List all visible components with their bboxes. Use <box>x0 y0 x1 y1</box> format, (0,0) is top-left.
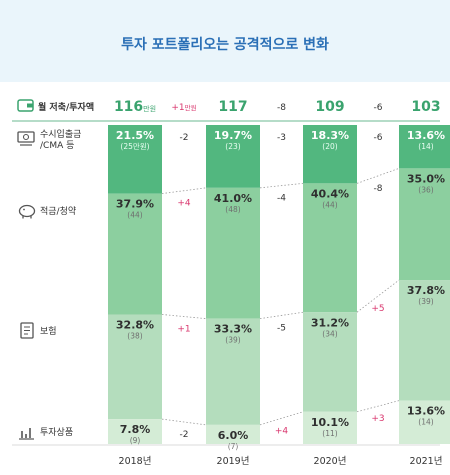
change-label: +1 <box>177 325 190 335</box>
percent-label: 32.8% <box>116 318 154 331</box>
bar-segment <box>206 424 260 444</box>
total-change-label: +1만원 <box>171 103 196 113</box>
x-tick-label: 2018년 <box>119 456 152 467</box>
connector-line <box>259 182 304 189</box>
change-label: -5 <box>277 323 286 333</box>
change-label: -4 <box>277 194 286 204</box>
bar-segment <box>303 183 357 313</box>
bar-segment <box>303 125 357 184</box>
insurance-document-icon <box>20 322 34 339</box>
bar-segment <box>108 419 162 444</box>
bar-segment <box>399 125 450 169</box>
percent-label: 41.0% <box>214 192 252 205</box>
change-label: +4 <box>177 199 191 209</box>
change-label: +3 <box>371 414 384 424</box>
percent-label: 13.6% <box>407 405 445 418</box>
amount-label: (23) <box>225 142 240 151</box>
amount-label: (14) <box>418 418 433 427</box>
amount-label: (20) <box>322 142 337 151</box>
total-change-label: -8 <box>277 103 286 113</box>
connector-line <box>259 411 304 426</box>
series-label: 적금/청약 <box>40 205 76 217</box>
total-value: 116만원 <box>114 99 156 115</box>
bar-segment <box>399 280 450 401</box>
percent-label: 19.7% <box>214 129 252 142</box>
total-value: 117 <box>218 99 247 115</box>
series-label: 보험 <box>40 326 57 337</box>
percent-label: 31.2% <box>311 316 349 329</box>
percent-label: 21.5% <box>116 129 154 142</box>
amount-label: (25만원) <box>120 142 149 151</box>
total-value: 109 <box>315 99 344 115</box>
bar-segment <box>399 168 450 281</box>
bar-segment <box>108 314 162 420</box>
change-label: -3 <box>277 133 286 143</box>
change-label: -6 <box>374 133 383 143</box>
percent-label: 7.8% <box>120 423 151 436</box>
wallet-icon <box>17 99 34 112</box>
bar-segment <box>108 193 162 315</box>
amount-label: (34) <box>322 329 337 338</box>
bar-segment <box>303 312 357 412</box>
title-band <box>0 0 450 82</box>
connector-line <box>259 311 304 320</box>
series-label: /CMA 등 <box>40 140 74 151</box>
bar-segment <box>206 187 260 319</box>
series-label: 수시입출금 <box>40 128 81 140</box>
amount-label: (11) <box>322 429 337 438</box>
change-label: -2 <box>180 133 189 143</box>
amount-label: (39) <box>418 297 433 306</box>
bar-segment <box>108 125 162 194</box>
bar-segment <box>303 411 357 444</box>
percent-label: 37.8% <box>407 284 445 297</box>
piggy-bank-icon <box>18 204 36 219</box>
percent-label: 10.1% <box>311 416 349 429</box>
amount-label: (38) <box>127 331 142 340</box>
amount-label: (44) <box>322 200 337 209</box>
change-label: +4 <box>275 426 289 436</box>
stock-chart-icon <box>19 428 34 440</box>
percent-label: 13.6% <box>407 129 445 142</box>
percent-label: 33.3% <box>214 323 252 336</box>
percent-label: 18.3% <box>311 129 349 142</box>
cash-icon <box>17 131 35 146</box>
amount-label: (39) <box>225 336 240 345</box>
percent-label: 40.4% <box>311 187 349 200</box>
connector-line <box>356 400 400 413</box>
total-value: 103 <box>411 99 440 115</box>
percent-label: 37.9% <box>116 198 154 211</box>
total-change-label: -6 <box>374 103 383 113</box>
series-label: 투자상품 <box>40 427 73 438</box>
bar-segment <box>399 400 450 444</box>
x-tick-label: 2021년 <box>410 456 443 467</box>
chart-title: 투자 포트폴리오는 공격적으로 변화 <box>121 37 329 53</box>
connector-line <box>161 418 207 426</box>
percent-label: 35.0% <box>407 172 445 185</box>
amount-label: (48) <box>225 205 240 214</box>
amount-label: (44) <box>127 211 142 220</box>
connector-line <box>161 314 207 320</box>
x-tick-label: 2019년 <box>217 456 250 467</box>
connector-line <box>356 168 400 184</box>
percent-label: 6.0% <box>218 429 249 442</box>
amount-label: (9) <box>130 436 141 445</box>
change-label: -8 <box>374 184 383 194</box>
amount-label: (36) <box>418 185 433 194</box>
connector-line <box>161 187 207 194</box>
amount-label: (7) <box>228 442 239 451</box>
change-label: -2 <box>180 430 189 440</box>
change-label: +5 <box>371 304 384 314</box>
bar-segment <box>206 318 260 425</box>
amount-label: (14) <box>418 142 433 151</box>
totals-row-label: 월 저축/투자액 <box>38 101 94 113</box>
bar-segment <box>206 125 260 188</box>
x-tick-label: 2020년 <box>314 456 347 467</box>
